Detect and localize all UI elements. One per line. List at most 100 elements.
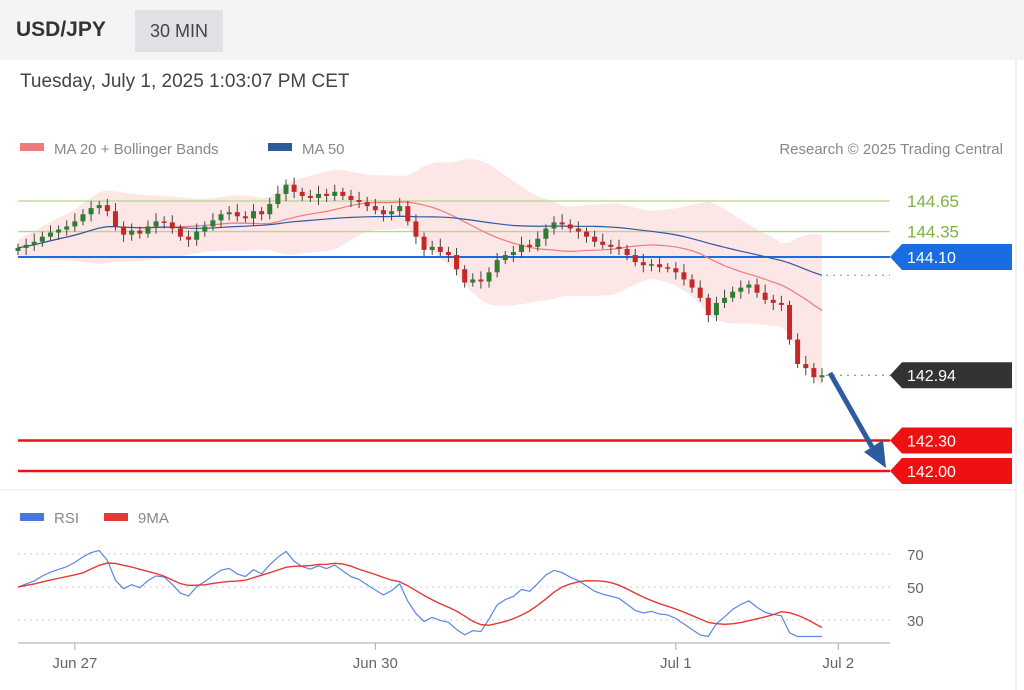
candle-body xyxy=(722,297,728,303)
candle-body xyxy=(551,222,557,229)
candle-body xyxy=(486,272,492,282)
rsi-line xyxy=(17,549,822,638)
candle-body xyxy=(787,304,793,340)
x-tick-label: Jun 30 xyxy=(353,655,398,672)
candle-body xyxy=(665,267,671,269)
candle-body xyxy=(494,260,500,273)
candle-body xyxy=(559,222,565,225)
x-tick-label: Jul 2 xyxy=(822,655,854,672)
candle-body xyxy=(429,246,435,250)
candle-body xyxy=(397,206,403,212)
candle-body xyxy=(535,238,541,247)
candle-body xyxy=(56,229,62,233)
candle-body xyxy=(283,184,289,194)
candle-body xyxy=(186,236,192,240)
ma50-legend-label: MA 50 xyxy=(302,141,345,158)
candle-body xyxy=(177,228,183,237)
candle-body xyxy=(267,204,273,215)
candle-body xyxy=(324,193,330,196)
ma20-legend-swatch xyxy=(20,143,44,151)
candle-body xyxy=(697,287,703,298)
candle-body xyxy=(389,211,395,215)
candle-body xyxy=(226,212,232,215)
candle-body xyxy=(153,221,159,227)
candle-body xyxy=(770,299,776,303)
candle-body xyxy=(210,220,216,227)
candle-body xyxy=(502,255,508,261)
candle-body xyxy=(811,368,817,378)
candle-body xyxy=(519,244,525,252)
candle-body xyxy=(315,193,321,198)
candle-body xyxy=(64,226,70,230)
candle-body xyxy=(31,241,37,245)
candle-body xyxy=(762,292,768,300)
rsi-ma-line xyxy=(17,562,823,629)
candle-body xyxy=(437,246,443,252)
candle-body xyxy=(202,226,208,232)
candle-body xyxy=(96,205,102,209)
timeframe-badge[interactable]: 30 MIN xyxy=(135,10,223,52)
candle-body xyxy=(380,210,386,215)
candle-body xyxy=(624,248,630,256)
candle-body xyxy=(803,364,809,369)
candle-body xyxy=(705,297,711,316)
pivot-label: 144.10 xyxy=(907,250,956,267)
candle-body xyxy=(713,302,719,316)
candle-body xyxy=(251,211,257,219)
candle-body xyxy=(543,228,549,239)
candle-body xyxy=(169,222,175,229)
candle-body xyxy=(161,221,167,223)
candle-body xyxy=(259,211,265,215)
header-bar: USD/JPY 30 MIN xyxy=(0,0,1024,60)
candle-body xyxy=(112,211,118,227)
candle-body xyxy=(445,251,451,256)
candle-body xyxy=(470,279,476,283)
credit-text: Research © 2025 Trading Central xyxy=(779,141,1003,158)
rsi-ma-legend-swatch xyxy=(104,513,128,521)
candle-body xyxy=(307,195,313,198)
rsi-level-label: 50 xyxy=(907,580,924,597)
candle-body xyxy=(640,262,646,266)
candle-body xyxy=(462,269,468,283)
candle-body xyxy=(592,236,598,242)
ma50-line xyxy=(17,215,823,276)
candle-body xyxy=(234,212,240,217)
candle-body xyxy=(730,291,736,298)
candle-body xyxy=(137,230,143,234)
resistance-label: 144.65 xyxy=(907,192,959,211)
candle-body xyxy=(778,302,784,305)
candle-body xyxy=(608,244,614,247)
pivot-tag xyxy=(890,244,1012,271)
resistance-label: 144.35 xyxy=(907,223,959,242)
ma50-legend-swatch xyxy=(268,143,292,151)
candle-body xyxy=(340,191,346,196)
x-tick-label: Jun 27 xyxy=(52,655,97,672)
candle-body xyxy=(121,226,127,235)
candle-body xyxy=(218,214,224,221)
candle-body xyxy=(738,287,744,292)
candle-body xyxy=(454,255,460,270)
timestamp: Tuesday, July 1, 2025 1:03:07 PM CET xyxy=(20,71,350,92)
candle-body xyxy=(583,231,589,237)
candle-body xyxy=(616,246,622,249)
support-tag xyxy=(890,427,1012,454)
rsi-legend-label: RSI xyxy=(54,510,79,527)
support-label: 142.00 xyxy=(907,464,956,481)
rsi-level-label: 70 xyxy=(907,547,924,564)
candle-body xyxy=(15,247,21,251)
ma20-legend-label: MA 20 + Bollinger Bands xyxy=(54,141,219,158)
rsi-level-label: 30 xyxy=(907,613,924,630)
forecast-arrowhead-icon xyxy=(864,440,886,468)
candle-body xyxy=(145,226,151,234)
candle-body xyxy=(689,279,695,288)
support-label: 142.30 xyxy=(907,433,956,450)
candle-body xyxy=(405,206,411,222)
last-price-label: 142.94 xyxy=(907,368,956,385)
candle-body xyxy=(657,264,663,268)
candle-body xyxy=(80,214,86,222)
x-tick-label: Jul 1 xyxy=(660,655,692,672)
bollinger-band xyxy=(18,159,822,387)
candle-body xyxy=(819,375,825,378)
candle-body xyxy=(413,221,419,237)
